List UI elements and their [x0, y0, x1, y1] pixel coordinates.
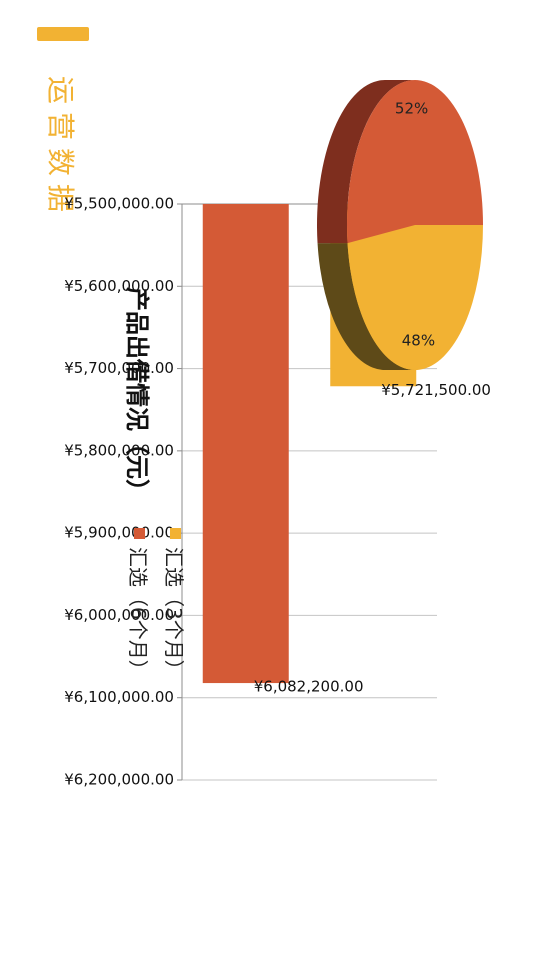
pie-slice — [347, 225, 483, 371]
bar-tick-label: ¥5,700,000.00 — [64, 359, 174, 377]
pie-slice — [347, 80, 483, 244]
pie-slice-side — [317, 243, 415, 370]
bar-tick-label: ¥6,000,000.00 — [64, 606, 174, 624]
bar-data-label: ¥6,082,200.00 — [254, 678, 364, 696]
pie-data-label: 48% — [402, 331, 435, 349]
bar-tick-label: ¥5,800,000.00 — [64, 441, 174, 459]
bar-tick-label: ¥5,500,000.00 — [64, 195, 174, 213]
bar-tick-label: ¥6,200,000.00 — [64, 771, 174, 789]
bar — [202, 204, 289, 684]
pie-data-label: 52% — [395, 100, 428, 118]
bar-tick-label: ¥6,100,000.00 — [64, 688, 174, 706]
pie-slice-side — [317, 80, 415, 244]
bar-tick-label: ¥5,600,000.00 — [64, 277, 174, 295]
bar-tick-label: ¥5,900,000.00 — [64, 524, 174, 542]
bar-data-label: ¥5,721,500.00 — [381, 381, 491, 399]
